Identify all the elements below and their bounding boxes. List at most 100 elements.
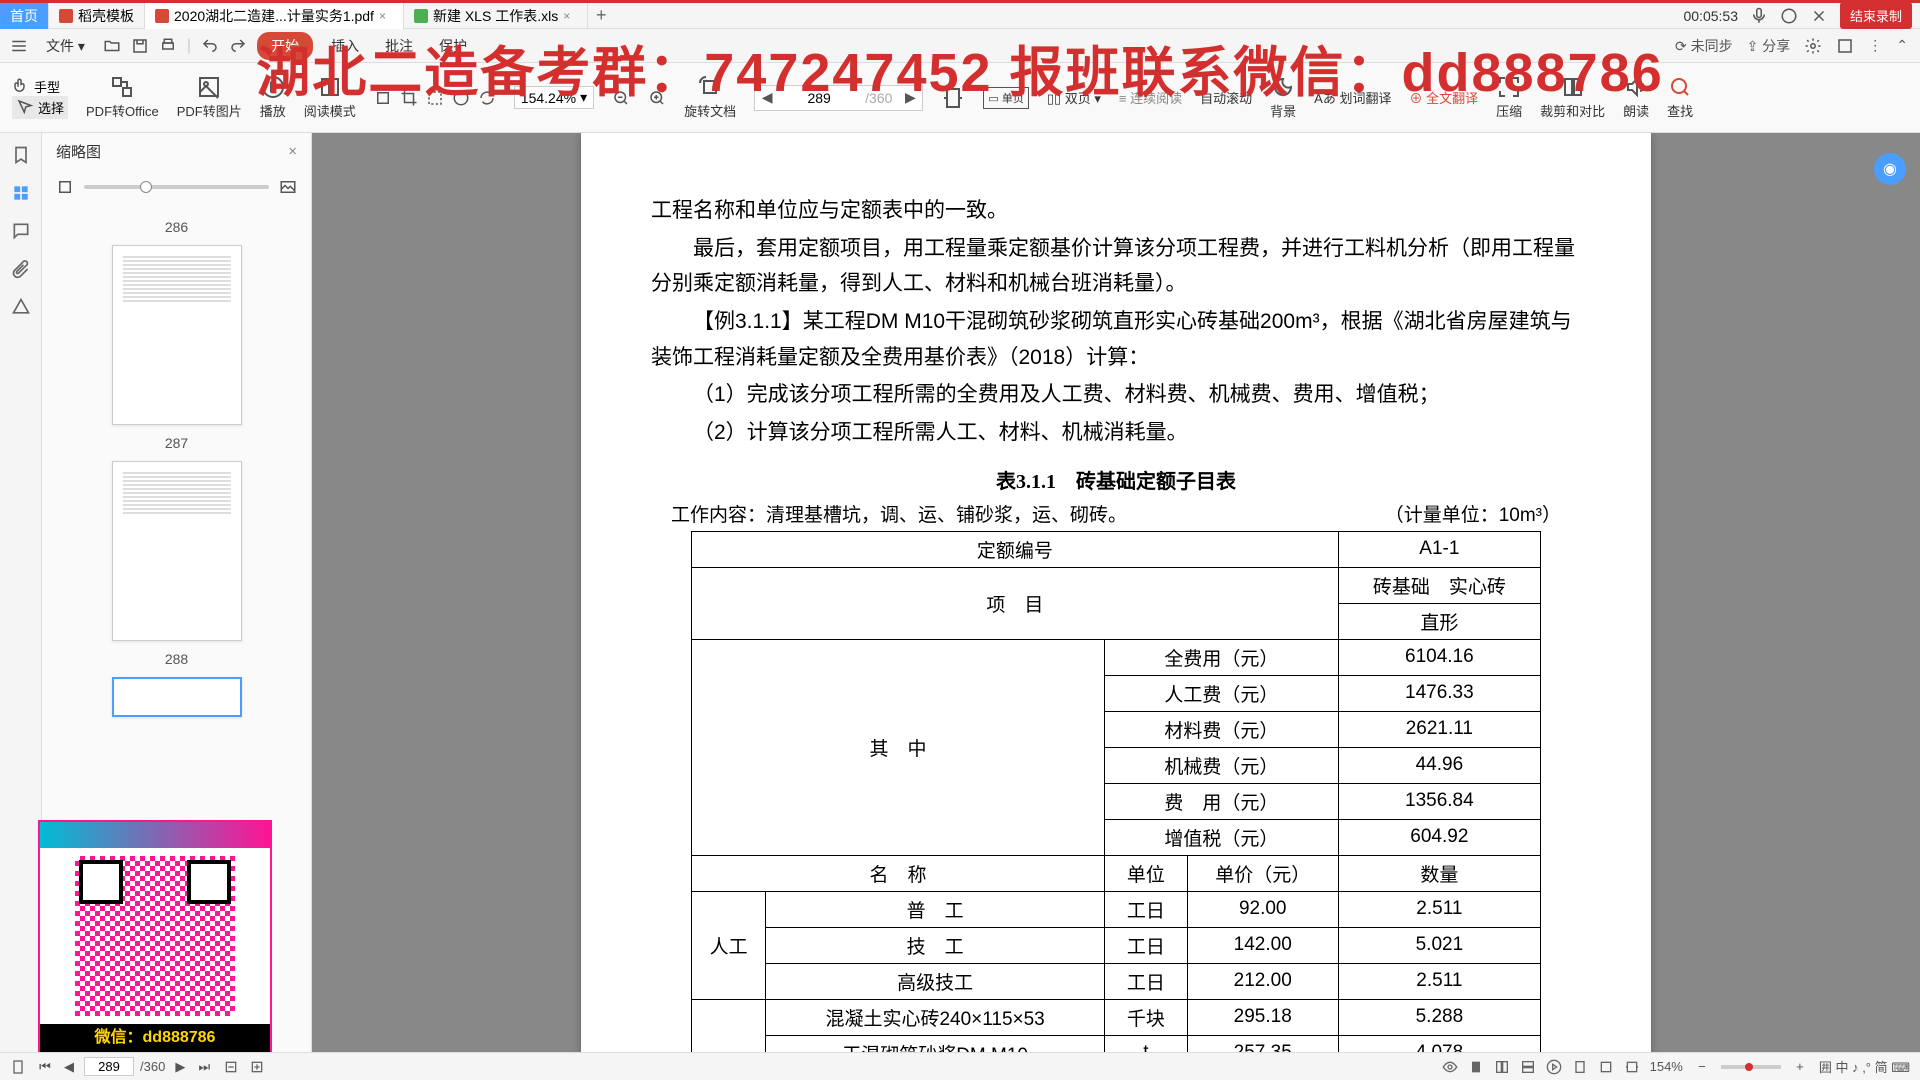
assistant-icon[interactable]: ◉ <box>1874 153 1906 185</box>
image-icon <box>197 75 221 99</box>
table-cell: 工日 <box>1105 963 1188 999</box>
table-cell: 砖基础 实心砖 <box>1338 567 1540 603</box>
xls-icon <box>414 9 428 23</box>
sb-minus-icon[interactable] <box>223 1059 239 1075</box>
tab-home[interactable]: 首页 <box>0 3 49 29</box>
tab-label: 稻壳模板 <box>78 6 134 26</box>
sb-page-icon[interactable] <box>10 1059 26 1075</box>
find-button[interactable]: 查找 <box>1667 75 1693 120</box>
tab-template[interactable]: 稻壳模板 <box>49 3 145 29</box>
folder-icon[interactable] <box>103 37 121 55</box>
img-icon[interactable] <box>279 178 297 196</box>
sb-plus-icon[interactable] <box>249 1059 265 1075</box>
sb-last-button[interactable]: ⏭ <box>195 1059 213 1075</box>
sb-eye-icon[interactable] <box>1442 1059 1458 1075</box>
doc-icon <box>59 9 73 23</box>
table-cell: 直形 <box>1338 603 1540 639</box>
comment-icon[interactable] <box>11 221 31 241</box>
doc-paragraph: 工程名称和单位应与定额表中的一致。 <box>651 193 1581 229</box>
grid-icon[interactable] <box>56 178 74 196</box>
pdf-page: 工程名称和单位应与定额表中的一致。 最后，套用定额项目，用工程量乘定额基价计算该… <box>581 133 1651 1052</box>
sb-view2-icon[interactable] <box>1494 1059 1510 1075</box>
titlebar: 首页 稻壳模板 2020湖北二造建...计量实务1.pdf × 新建 XLS 工… <box>0 3 1920 29</box>
table-cell: 全费用（元） <box>1105 639 1339 675</box>
document-area[interactable]: ◉ 工程名称和单位应与定额表中的一致。 最后，套用定额项目，用工程量乘定额基价计… <box>312 133 1920 1052</box>
table-cell: 名 称 <box>692 855 1105 891</box>
close-panel-icon[interactable]: × <box>288 143 297 160</box>
qr-code-icon <box>75 856 235 1016</box>
statusbar: ⏮ ◀ /360 ▶ ⏭ 154% − + 囲 中 ♪ ,° 简 ⌨ <box>0 1052 1920 1080</box>
circle-icon[interactable] <box>1780 7 1798 25</box>
hand-icon[interactable] <box>12 77 30 95</box>
tab-pdf[interactable]: 2020湖北二造建...计量实务1.pdf × <box>145 3 404 29</box>
sb-play-icon[interactable] <box>1546 1059 1562 1075</box>
undo-icon[interactable] <box>201 37 219 55</box>
pdf2img-button[interactable]: PDF转图片 <box>177 75 242 120</box>
sb-zoomin-button[interactable]: + <box>1791 1059 1809 1074</box>
table-cell: 1356.84 <box>1338 783 1540 819</box>
left-rail <box>0 133 42 1052</box>
sb-total: /360 <box>140 1059 165 1074</box>
sync-status[interactable]: ⟳ 未同步 <box>1675 36 1733 56</box>
tab-label: 新建 XLS 工作表.xls <box>433 6 558 26</box>
thumb-size-slider[interactable] <box>84 185 269 189</box>
sb-zoom-slider[interactable] <box>1721 1065 1781 1069</box>
pdf2office-button[interactable]: PDF转Office <box>86 75 159 120</box>
thumbnail-icon[interactable] <box>11 183 31 203</box>
mic-icon[interactable] <box>1750 7 1768 25</box>
table-cell: 混凝土实心砖240×115×53 <box>766 999 1105 1035</box>
thumb-page-num: 286 <box>42 219 311 235</box>
shape-icon[interactable] <box>11 297 31 317</box>
cursor-icon[interactable] <box>16 98 34 116</box>
table-cell: 机械费（元） <box>1105 747 1339 783</box>
tab-xls[interactable]: 新建 XLS 工作表.xls × <box>404 3 588 29</box>
sb-fit3-icon[interactable] <box>1624 1059 1640 1075</box>
more-icon[interactable]: ⋮ <box>1868 37 1882 54</box>
table-cell: 5.021 <box>1338 927 1540 963</box>
table-sub-right: （计量单位：10m³） <box>1385 500 1561 527</box>
sb-next-button[interactable]: ▶ <box>171 1059 189 1075</box>
doc-paragraph: （2）计算该分项工程所需人工、材料、机械消耗量。 <box>651 415 1581 451</box>
save-icon[interactable] <box>131 37 149 55</box>
close-icon[interactable]: × <box>379 9 393 23</box>
close-x-icon[interactable] <box>1810 7 1828 25</box>
menu-icon[interactable] <box>10 37 28 55</box>
gear-icon[interactable] <box>1804 37 1822 55</box>
table-title: 表3.1.1 砖基础定额子目表 <box>651 465 1581 494</box>
thumbnail-item[interactable] <box>112 461 242 641</box>
sb-zoomout-button[interactable]: − <box>1693 1059 1711 1074</box>
table-cell: A1-1 <box>1338 531 1540 567</box>
close-icon[interactable]: × <box>563 9 577 23</box>
thumbnail-item[interactable] <box>112 245 242 425</box>
expand-icon[interactable] <box>1836 37 1854 55</box>
watermark-text: 湖北二造备考群：747247452 报班联系微信：dd888786 <box>256 28 1663 107</box>
sb-fit2-icon[interactable] <box>1598 1059 1614 1075</box>
table-cell: 2621.11 <box>1338 711 1540 747</box>
thumbnail-item[interactable] <box>112 677 242 717</box>
share-button[interactable]: ⇪ 分享 <box>1747 36 1791 56</box>
sb-page-input[interactable] <box>84 1057 134 1076</box>
table-cell: 4.078 <box>1338 1035 1540 1052</box>
sb-prev-button[interactable]: ◀ <box>60 1059 78 1075</box>
doc-paragraph: 最后，套用定额项目，用工程量乘定额基价计算该分项工程费，并进行工料机分析（即用工… <box>651 231 1581 302</box>
sb-view1-icon[interactable] <box>1468 1059 1484 1075</box>
redo-icon[interactable] <box>229 37 247 55</box>
collapse-icon[interactable]: ⌃ <box>1896 37 1908 54</box>
bookmark-icon[interactable] <box>11 145 31 165</box>
new-tab-button[interactable]: + <box>588 5 614 26</box>
thumb-page-num: 287 <box>42 435 311 451</box>
sb-first-button[interactable]: ⏮ <box>36 1059 54 1075</box>
table-cell: 295.18 <box>1187 999 1338 1035</box>
table-cell: t <box>1105 1035 1188 1052</box>
sb-view3-icon[interactable] <box>1520 1059 1536 1075</box>
table-cell: 材料 <box>692 999 766 1052</box>
end-rec-button[interactable]: 结束录制 <box>1840 2 1912 29</box>
table-cell: 2.511 <box>1338 891 1540 927</box>
print-icon[interactable] <box>159 37 177 55</box>
file-menu[interactable]: 文件 ▾ <box>38 32 93 60</box>
table-sub-left: 工作内容：清理基槽坑，调、运、铺砂浆，运、砌砖。 <box>671 500 1127 527</box>
qr-overlay: 微信：dd888786 <box>38 820 272 1052</box>
attach-icon[interactable] <box>11 259 31 279</box>
ime-status[interactable]: 囲 中 ♪ ,° 简 ⌨ <box>1819 1057 1910 1076</box>
sb-fit1-icon[interactable] <box>1572 1059 1588 1075</box>
